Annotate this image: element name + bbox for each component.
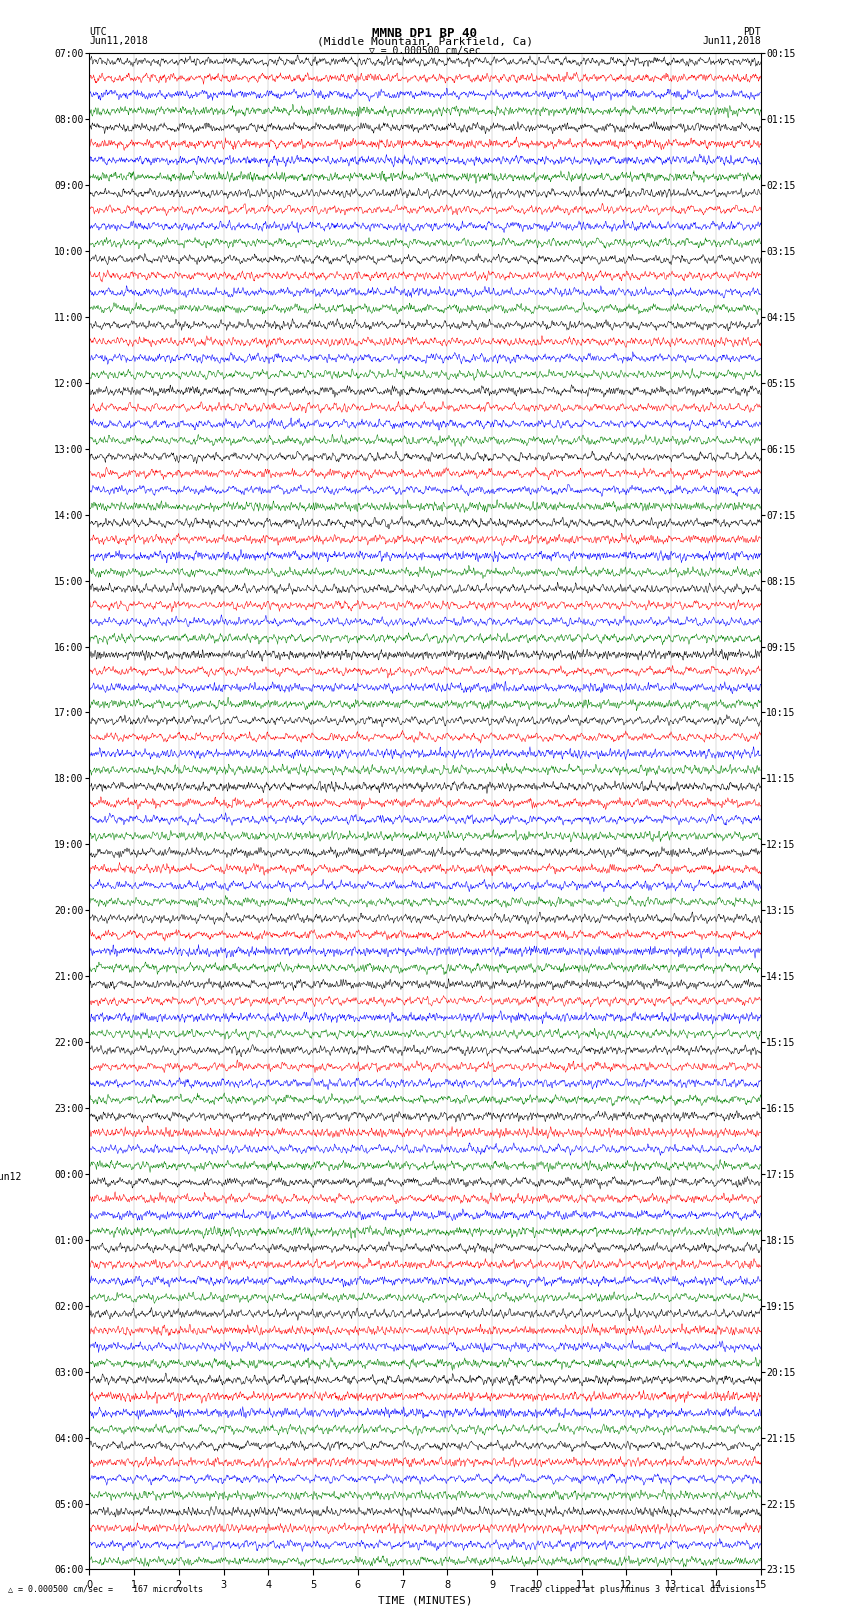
Text: ▽ = 0.000500 cm/sec: ▽ = 0.000500 cm/sec	[369, 45, 481, 56]
X-axis label: TIME (MINUTES): TIME (MINUTES)	[377, 1595, 473, 1605]
Text: Jun12: Jun12	[0, 1173, 22, 1182]
Text: MMNB DP1 BP 40: MMNB DP1 BP 40	[372, 26, 478, 40]
Text: (Middle Mountain, Parkfield, Ca): (Middle Mountain, Parkfield, Ca)	[317, 37, 533, 47]
Text: Jun11,2018: Jun11,2018	[89, 37, 148, 47]
Text: UTC: UTC	[89, 26, 107, 37]
Text: Jun11,2018: Jun11,2018	[702, 37, 761, 47]
Text: △ = 0.000500 cm/sec =    167 microvolts: △ = 0.000500 cm/sec = 167 microvolts	[8, 1584, 203, 1594]
Text: Traces clipped at plus/minus 3 vertical divisions: Traces clipped at plus/minus 3 vertical …	[510, 1584, 755, 1594]
Text: PDT: PDT	[743, 26, 761, 37]
